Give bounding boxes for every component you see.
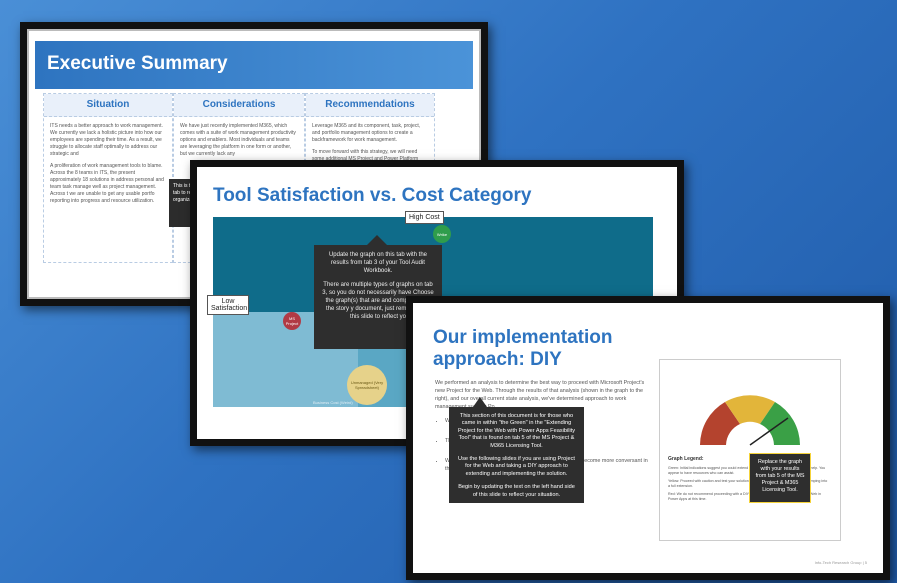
body-text: To move forward with this strategy, we w…	[312, 149, 419, 162]
column-header: Recommendations	[306, 94, 434, 117]
body-text: Leverage M365 and its component, task, p…	[312, 123, 421, 143]
body-text: We have just recently implemented M365, …	[180, 123, 296, 157]
label-high-cost: High Cost	[405, 211, 444, 224]
callout-text: This section of this document is for tho…	[457, 413, 576, 449]
body-text: A proliferation of work management tools…	[50, 163, 164, 204]
bubble-wrike: Wrike	[433, 225, 451, 243]
column-header: Considerations	[174, 94, 304, 117]
label-low-satisfaction: Low Satisfaction	[207, 295, 249, 315]
summary-table: Situation ITS needs a better approach to…	[43, 93, 435, 263]
gauge-chart	[700, 395, 800, 446]
body-text: ITS needs a better approach to work mana…	[50, 123, 163, 157]
slide-implementation-approach: Our implementation approach: DIY We perf…	[406, 296, 890, 580]
gauge-red-segment	[700, 402, 740, 445]
callout-text: Update the graph on this tab with the re…	[328, 252, 428, 274]
slide-title: Our implementation approach: DIY	[433, 327, 613, 370]
slide-canvas: Our implementation approach: DIY We perf…	[413, 303, 883, 573]
legend-title: Graph Legend:	[668, 456, 704, 462]
callout-text: Begin by updating the text on the left h…	[458, 484, 575, 498]
slide-header-bar: Executive Summary	[35, 41, 473, 89]
column-recommendations: Recommendations Leverage M365 and its co…	[305, 93, 435, 263]
legend-item: Red: We do not recommend proceeding with…	[668, 492, 822, 501]
gauge-needle	[749, 417, 789, 446]
callout-text: Use the following slides if you are usin…	[458, 456, 575, 477]
axis-label: Business Cost (Weird)	[313, 400, 353, 405]
gauge-yellow-segment	[725, 395, 775, 424]
callout-text: There are multiple types of graphs on ta…	[322, 282, 434, 320]
column-situation: Situation ITS needs a better approach to…	[43, 93, 173, 263]
slide-footer: Info-Tech Research Group | 5	[814, 560, 867, 565]
legend-item: Green: Initial indications suggest you c…	[668, 466, 826, 475]
legend-item: Yellow: Proceed with caution and test yo…	[668, 479, 828, 488]
bubble-ms-project: MS Project	[283, 312, 301, 330]
slide-title: Tool Satisfaction vs. Cost Category	[213, 185, 532, 206]
gauge-card: Graph Legend: Green: Initial indications…	[659, 359, 841, 541]
callout-arrow	[473, 397, 487, 407]
instruction-callout: This section of this document is for tho…	[449, 407, 584, 503]
bubble-unmanaged: Unmanaged (Very Spreadsheet)	[347, 365, 387, 405]
graph-legend: Green: Initial indications suggest you c…	[668, 466, 830, 505]
column-header: Situation	[44, 94, 172, 117]
column-considerations: Considerations We have just recently imp…	[173, 93, 305, 263]
callout-arrow	[367, 235, 387, 245]
graph-instruction-callout: Replace the graph with your results from…	[749, 453, 811, 503]
slide-title: Executive Summary	[47, 53, 228, 74]
